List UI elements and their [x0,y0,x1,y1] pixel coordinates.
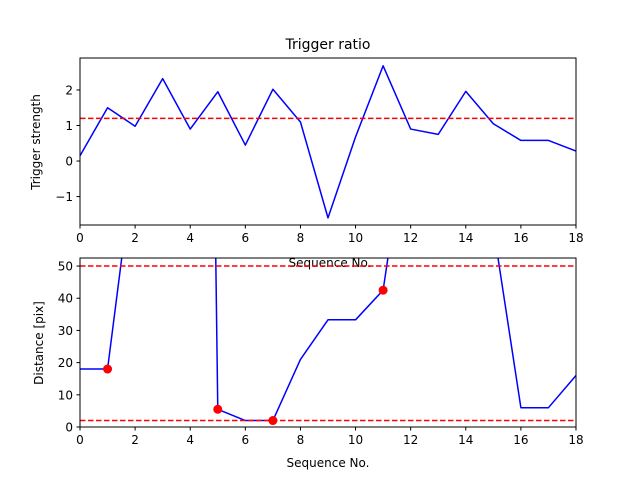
x-tick-label: 8 [297,433,305,447]
y-tick-label: 10 [58,388,73,402]
x-tick-label: 6 [242,433,250,447]
y-tick-label: 0 [65,421,73,435]
x-tick-label: 18 [568,231,583,245]
plot-area [80,258,576,422]
data-point-marker [103,364,113,374]
data-point-marker [213,404,223,414]
distance-chart: Sequence No. Distance [pix] 0 2 4 6 8 10 12 14 1… [32,257,584,470]
x-tick-label: 12 [403,433,418,447]
trigger-ratio-chart: Trigger ratio Sequence No. Trigger stren… [29,37,584,270]
x-tick-label: 10 [348,231,363,245]
y-tick-label: 2 [65,83,73,97]
x-tick-label: 4 [186,231,194,245]
y-tick-label: 20 [58,356,73,370]
y-tick-label: 50 [58,260,73,274]
plot-frame [79,257,577,428]
y-tick-label: 1 [65,119,73,133]
x-tick-label: 4 [186,433,194,447]
x-tick-label: 18 [568,433,583,447]
series-line-0 [80,65,576,219]
x-tick-label: 6 [242,231,250,245]
y-tick-label: −1 [55,190,73,204]
data-point-marker [378,285,388,295]
x-tick-label: 2 [131,231,139,245]
y-axis-label: Trigger strength [29,94,43,191]
y-axis-label: Distance [pix] [32,301,46,385]
y-tick-label: 40 [58,292,73,306]
x-tick-label: 10 [348,433,363,447]
x-tick-label: 0 [76,433,84,447]
x-tick-label: 14 [458,433,473,447]
y-tick-label: 0 [65,155,73,169]
x-tick-label: 0 [76,231,84,245]
chart-title: Trigger ratio [284,37,370,53]
x-axis-label: Sequence No. [287,456,370,470]
series-line-0 [80,258,576,422]
x-tick-label: 12 [403,231,418,245]
data-point-marker [268,416,278,426]
plot-area [80,65,576,219]
x-tick-label: 16 [513,433,528,447]
plot-frame [79,57,577,226]
x-tick-label: 14 [458,231,473,245]
y-tick-label: 30 [58,324,73,338]
x-tick-label: 16 [513,231,528,245]
x-tick-label: 2 [131,433,139,447]
x-tick-label: 8 [297,231,305,245]
